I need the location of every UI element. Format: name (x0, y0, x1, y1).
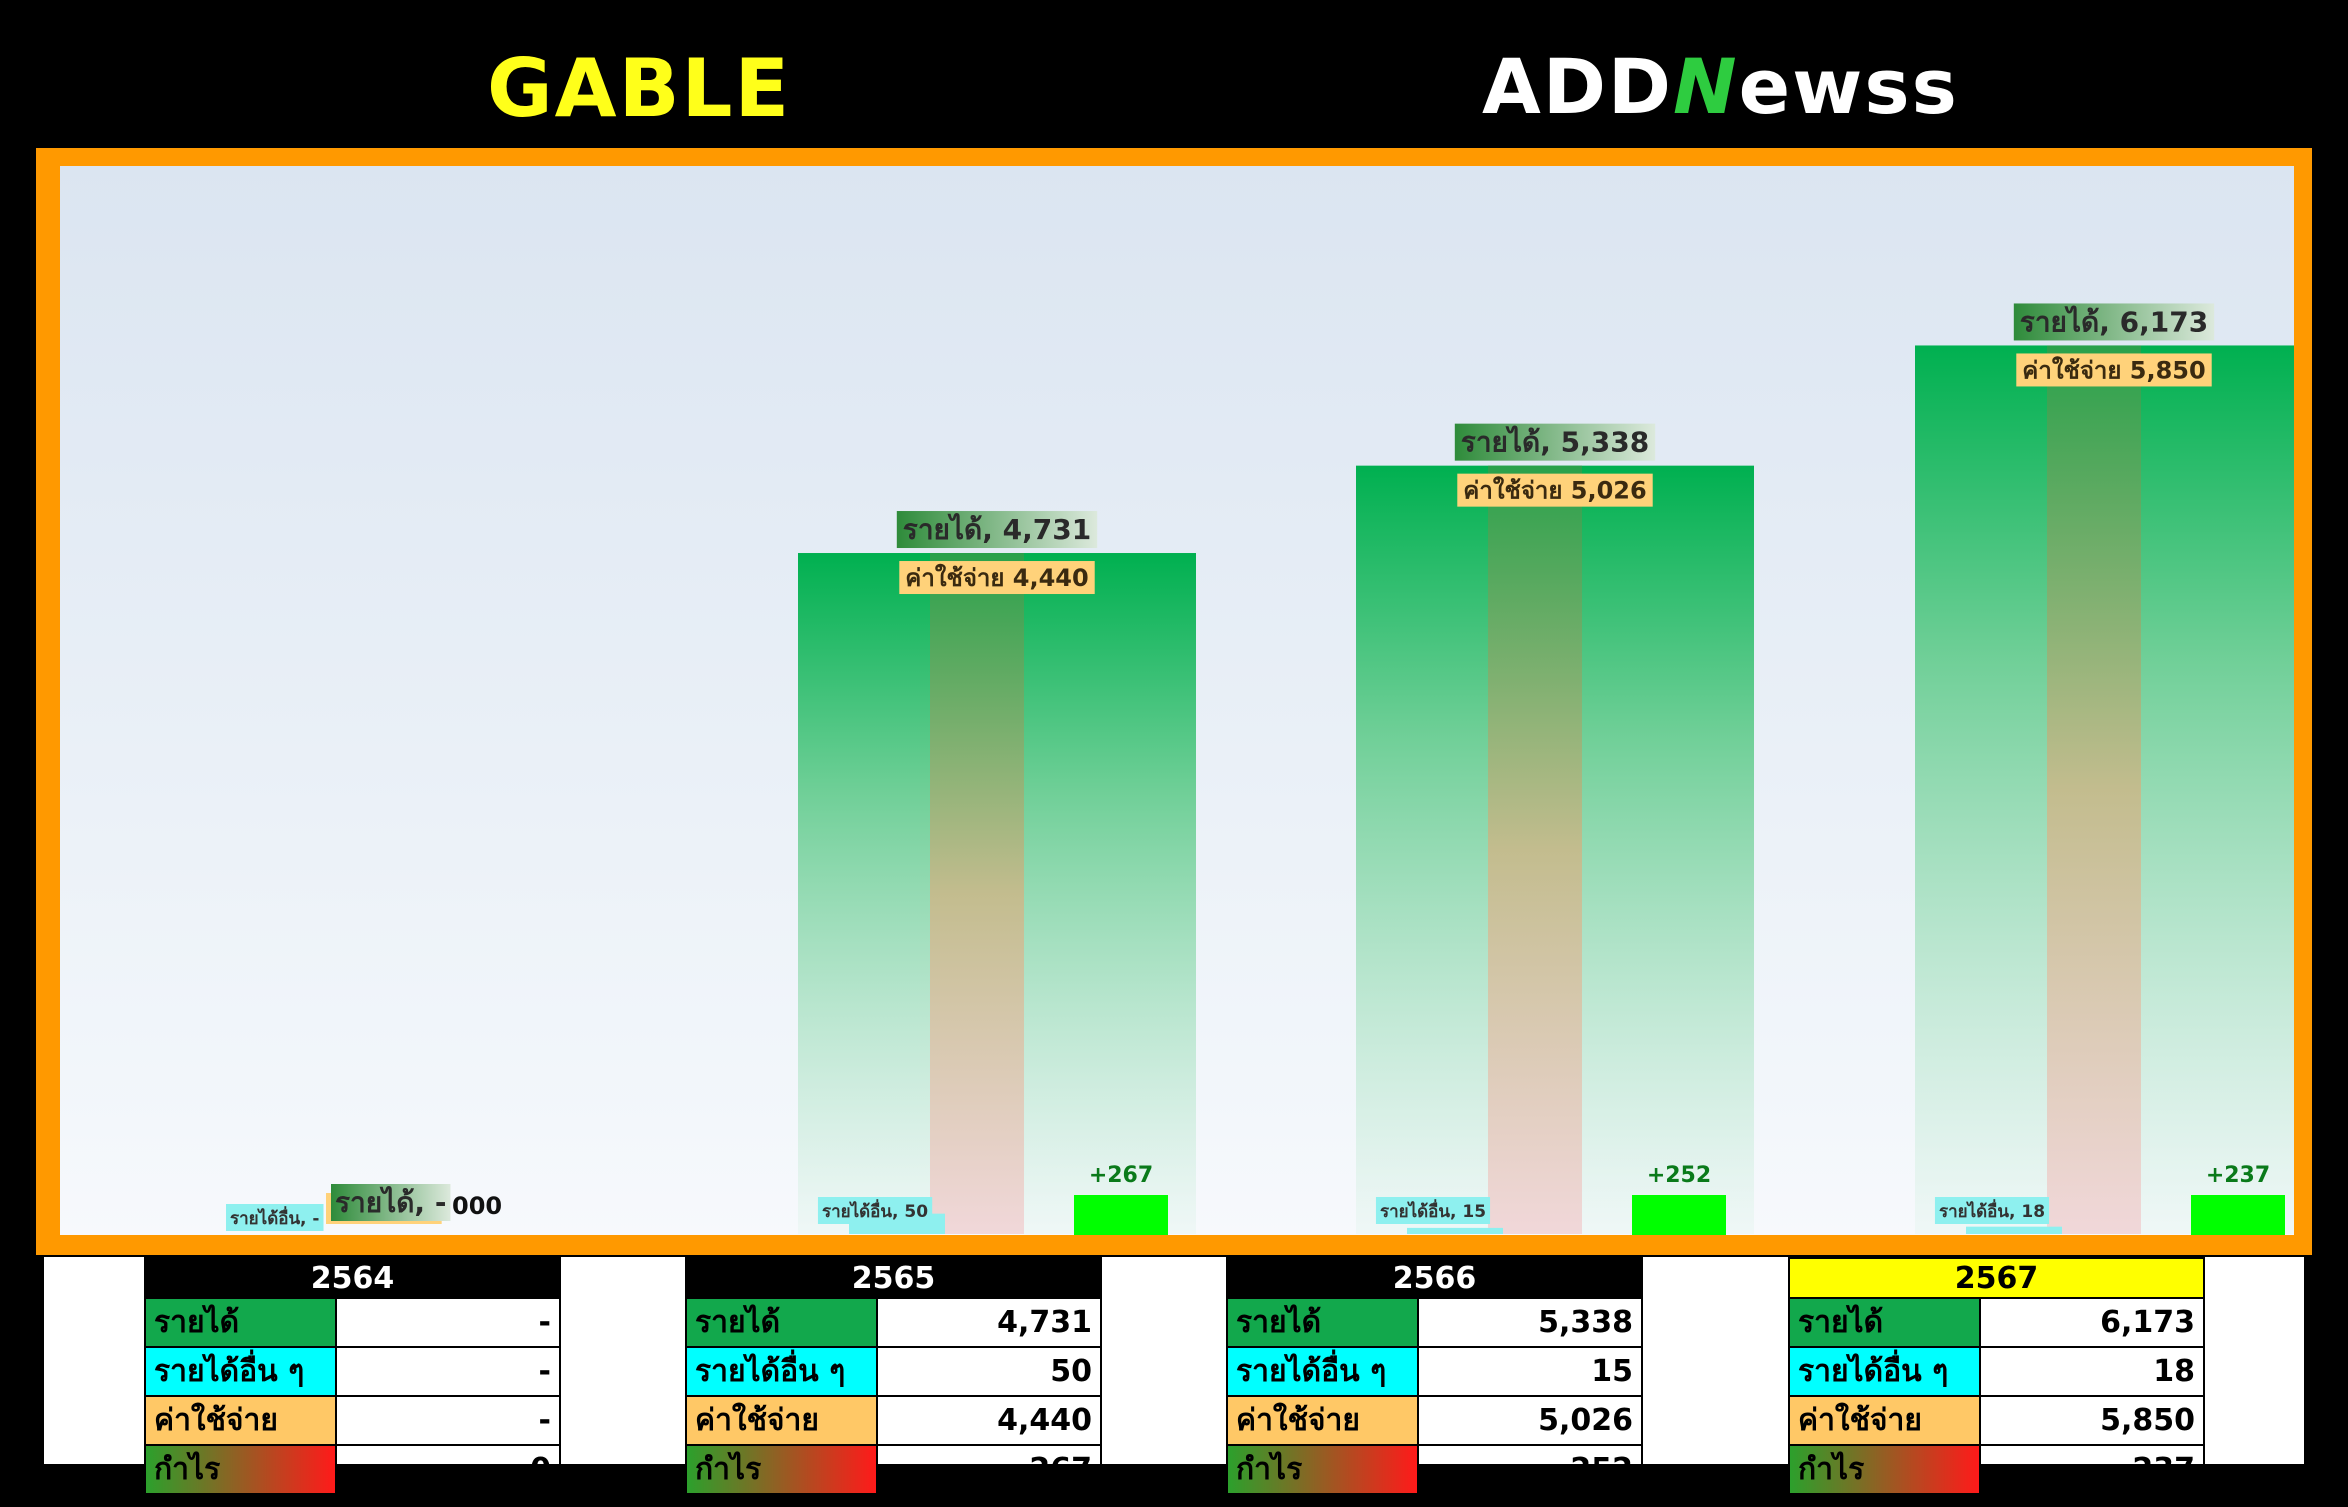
year-header: 2567 (1788, 1257, 2205, 1299)
brand-suffix: ewss (1738, 42, 1959, 131)
other-income-label: รายได้อื่น ๆ (1226, 1346, 1419, 1397)
expense-value: - (335, 1395, 561, 1446)
year-header: 2565 (685, 1257, 1102, 1299)
year-table-2564: 2564 รายได้ - รายได้อื่น ๆ - ค่าใช้จ่าย - กำไร 0 (144, 1257, 561, 1495)
brand-prefix: ADD (1482, 42, 1673, 131)
other-income-label-2565: รายได้อื่น, 50 (822, 1199, 928, 1222)
year-header: 2564 (144, 1257, 561, 1299)
plot-area: รายได้อื่น, -ค่าใช้จ่าย -รายได้, -000+26… (60, 166, 2294, 1235)
revenue-label: รายได้ (1788, 1297, 1981, 1348)
label-background (899, 561, 1095, 595)
profit-label: กำไร (1788, 1444, 1981, 1495)
expense-label-2567: ค่าใช้จ่าย 5,850 (2022, 355, 2205, 384)
label-background (1454, 423, 1656, 461)
expense-label: ค่าใช้จ่าย (685, 1395, 878, 1446)
expense-label-2566: ค่าใช้จ่าย 5,026 (1463, 476, 1646, 505)
profit-label-2566: +252 (1647, 1163, 1711, 1188)
table-row: รายได้ 4,731 (685, 1297, 1102, 1348)
profit-label-2565: +267 (1089, 1163, 1153, 1188)
profit-label: กำไร (144, 1444, 337, 1495)
revenue-label-2565: รายได้, 4,731 (903, 513, 1091, 546)
profit-label: กำไร (685, 1444, 878, 1495)
profit-value: 0 (335, 1444, 561, 1495)
expense-value: 5,026 (1417, 1395, 1643, 1446)
other-income-label: รายได้อื่น ๆ (685, 1346, 878, 1397)
other-income-value: 15 (1417, 1346, 1643, 1397)
label-background (2016, 353, 2212, 387)
revenue-label: รายได้ (1226, 1297, 1419, 1348)
table-row: รายได้อื่น ๆ 50 (685, 1346, 1102, 1397)
other-income-label: รายได้อื่น ๆ (144, 1346, 337, 1397)
chart-title: GABLE (487, 42, 792, 135)
other-income-label: รายได้อื่น ๆ (1788, 1346, 1981, 1397)
profit-value: 237 (1979, 1444, 2205, 1495)
year-table-2565: 2565 รายได้ 4,731 รายได้อื่น ๆ 50 ค่าใช้จ่าย 4… (685, 1257, 1102, 1495)
revenue-value: 6,173 (1979, 1297, 2205, 1348)
label-background (817, 1197, 933, 1224)
expense-bar-2566 (1488, 465, 1582, 1235)
table-row: ค่าใช้จ่าย 4,440 (685, 1395, 1102, 1446)
bar-chart: รายได้อื่น, -ค่าใช้จ่าย -รายได้, -000+26… (226, 303, 2294, 1235)
revenue-value: 5,338 (1417, 1297, 1643, 1348)
label-background (226, 1204, 324, 1231)
other-income-value: - (335, 1346, 561, 1397)
expense-value: 4,440 (876, 1395, 1102, 1446)
year-table-2566: 2566 รายได้ 5,338 รายได้อื่น ๆ 15 ค่าใช้จ่าย 5… (1226, 1257, 1643, 1495)
expense-label: ค่าใช้จ่าย (144, 1395, 337, 1446)
other-income-bar-2566 (1407, 1227, 1503, 1234)
other-income-value: 18 (1979, 1346, 2205, 1397)
revenue-label-2564: รายได้, - (335, 1186, 446, 1219)
table-row: กำไร 267 (685, 1444, 1102, 1495)
label-background (1375, 1197, 1491, 1224)
revenue-label-2566: รายได้, 5,338 (1461, 426, 1649, 459)
label-background (896, 511, 1098, 549)
table-row: กำไร 252 (1226, 1444, 1643, 1495)
other-income-label-2566: รายได้อื่น, 15 (1380, 1199, 1486, 1222)
year-table-2567: 2567 รายได้ 6,173 รายได้อื่น ๆ 18 ค่าใช้จ่าย 5… (1788, 1257, 2205, 1495)
revenue-value: 4,731 (876, 1297, 1102, 1348)
summary-tables: 2564 รายได้ - รายได้อื่น ๆ - ค่าใช้จ่าย - กำไร 0… (44, 1257, 2304, 1495)
revenue-value: - (335, 1297, 561, 1348)
revenue-label: รายได้ (685, 1297, 878, 1348)
expense-label: ค่าใช้จ่าย (1226, 1395, 1419, 1446)
expense-bar-2565 (930, 553, 1024, 1234)
label-background (1934, 1197, 2050, 1224)
profit-value: 267 (876, 1444, 1102, 1495)
table-row: รายได้อื่น ๆ- (144, 1346, 561, 1397)
profit-bar-2565 (1074, 1195, 1168, 1235)
revenue-label: รายได้ (144, 1297, 337, 1348)
brand-accent: N (1673, 42, 1739, 131)
label-background (2013, 303, 2215, 341)
table-row: กำไร 237 (1788, 1444, 2205, 1495)
table-row: รายได้อื่น ๆ 18 (1788, 1346, 2205, 1397)
table-row: ค่าใช้จ่าย - (144, 1395, 561, 1446)
revenue-label-2567: รายได้, 6,173 (2020, 305, 2208, 338)
profit-label-2564: 000 (452, 1192, 502, 1220)
expense-bar-2567 (2047, 345, 2141, 1234)
other-income-bar-2567 (1966, 1226, 2062, 1234)
profit-bar-2567 (2191, 1195, 2285, 1235)
table-row: รายได้ - (144, 1297, 561, 1348)
label-background (331, 1184, 451, 1221)
table-row: รายได้อื่น ๆ 15 (1226, 1346, 1643, 1397)
profit-bar-2566 (1632, 1195, 1726, 1235)
table-row: รายได้ 5,338 (1226, 1297, 1643, 1348)
other-income-value: 50 (876, 1346, 1102, 1397)
expense-value: 5,850 (1979, 1395, 2205, 1446)
brand-logo: ADDNewss (1482, 42, 1959, 131)
expense-label: ค่าใช้จ่าย (1788, 1395, 1981, 1446)
other-income-label-2567: รายได้อื่น, 18 (1939, 1199, 2045, 1222)
profit-label-2567: +237 (2206, 1163, 2270, 1188)
expense-label-2565: ค่าใช้จ่าย 4,440 (905, 563, 1088, 592)
label-background (1457, 473, 1653, 507)
table-row: รายได้ 6,173 (1788, 1297, 2205, 1348)
profit-label: กำไร (1226, 1444, 1419, 1495)
table-row: ค่าใช้จ่าย 5,850 (1788, 1395, 2205, 1446)
year-header: 2566 (1226, 1257, 1643, 1299)
table-row: ค่าใช้จ่าย 5,026 (1226, 1395, 1643, 1446)
other-income-label-2564: รายได้อื่น, - (230, 1206, 320, 1229)
profit-value: 252 (1417, 1444, 1643, 1495)
table-row: กำไร 0 (144, 1444, 561, 1495)
